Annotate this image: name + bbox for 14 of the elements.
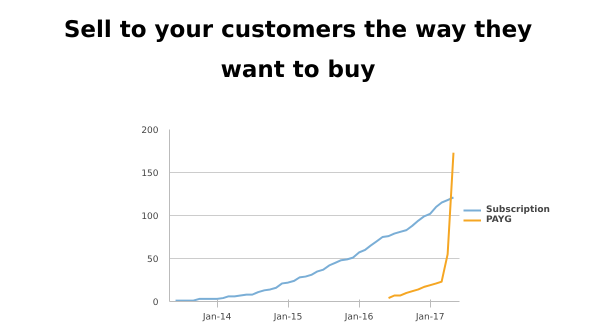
y-tick-label: 150 bbox=[141, 169, 159, 179]
y-tick-label: 0 bbox=[152, 298, 159, 308]
x-tick-label: Jan-14 bbox=[202, 312, 232, 322]
chart-title: Sell to your customers the way they want to buy bbox=[62, 16, 534, 85]
legend-label: PAYG bbox=[486, 215, 512, 225]
legend-label: Subscription bbox=[486, 205, 550, 215]
line-series bbox=[388, 152, 454, 300]
y-tick-label: 50 bbox=[147, 255, 159, 265]
y-tick-label: 200 bbox=[141, 126, 159, 136]
y-tick-label: 100 bbox=[141, 212, 159, 222]
x-tick-label: Jan-17 bbox=[414, 312, 444, 322]
line-series bbox=[174, 196, 454, 302]
x-tick-label: Jan-16 bbox=[344, 312, 374, 322]
x-tick-label: Jan-15 bbox=[272, 312, 302, 322]
